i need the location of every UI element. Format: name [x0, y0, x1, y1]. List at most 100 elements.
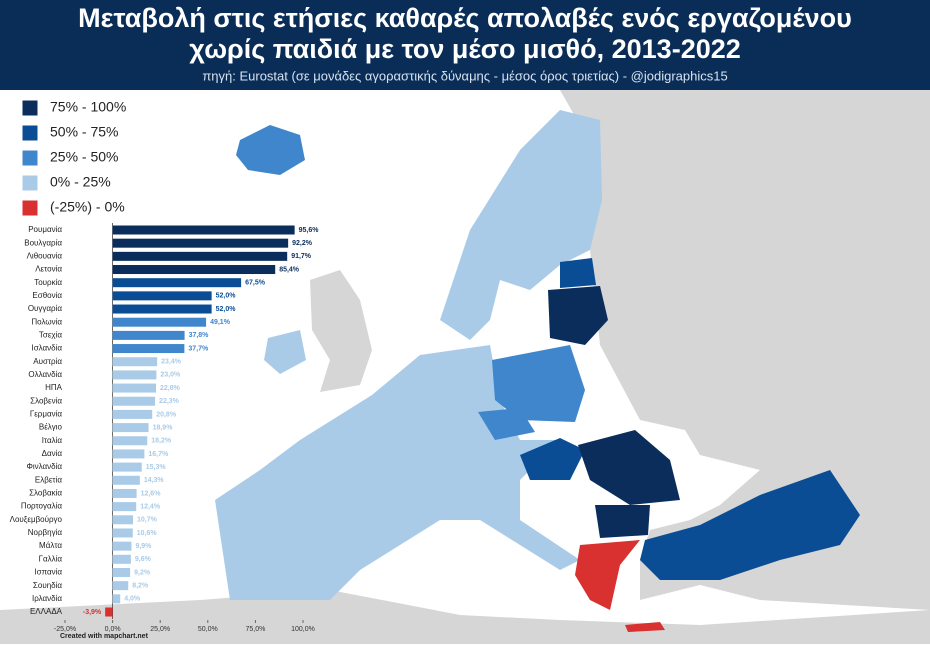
y-tick-label: Ισλανδία [31, 344, 62, 353]
y-tick-label: Πολωνία [31, 317, 62, 326]
title: Μεταβολή στις ετήσιες καθαρές απολαβές ε… [78, 3, 852, 33]
uk [310, 270, 372, 392]
map [0, 90, 930, 644]
hungary [520, 438, 585, 480]
value-label: 10,7% [137, 517, 158, 524]
value-label: 37,7% [188, 345, 209, 352]
y-tick-label: Τουρκία [34, 278, 62, 287]
value-label: 16,7% [148, 451, 169, 458]
y-tick-label: ΗΠΑ [45, 383, 63, 392]
bar [112, 567, 131, 577]
footer: Created with mapchart.net [60, 633, 149, 640]
value-label: 14,3% [144, 477, 165, 484]
bar [112, 370, 157, 380]
x-tick-label: -25,0% [54, 626, 76, 633]
value-label: 49,1% [210, 319, 231, 326]
x-tick-label: 75,0% [245, 626, 265, 633]
bar [112, 462, 142, 472]
y-tick-label: Σουηδία [33, 581, 62, 590]
value-label: 23,0% [160, 372, 181, 379]
bar [112, 304, 212, 314]
value-label: 20,8% [156, 411, 177, 418]
x-tick-label: 0,0% [105, 626, 121, 633]
value-label: 18,2% [151, 438, 172, 445]
bar [112, 225, 295, 235]
value-label: 9,2% [134, 569, 151, 576]
iceland [236, 125, 305, 175]
baltics [548, 286, 608, 345]
bar [112, 357, 158, 367]
legend-label: 50% - 75% [50, 124, 118, 140]
value-label: 67,5% [245, 280, 266, 287]
y-tick-label: Βουλγαρία [24, 238, 62, 247]
value-label: 8,2% [132, 582, 149, 589]
y-tick-label: Εσθονία [32, 291, 62, 300]
value-label: 9,6% [135, 556, 152, 563]
y-tick-label: Σλοβενία [30, 396, 62, 405]
y-tick-label: Τσεχία [39, 330, 62, 339]
y-tick-label: Λιθουανία [27, 251, 63, 260]
value-label: 4,0% [124, 596, 141, 603]
czechia [478, 408, 535, 440]
source: πηγή: Eurostat (σε μονάδες αγοραστικής δ… [202, 68, 727, 83]
bar [112, 423, 149, 433]
bar [112, 265, 276, 275]
bar [112, 344, 185, 354]
y-tick-label: Μάλτα [39, 541, 62, 550]
value-label: 9,9% [135, 543, 152, 550]
bar [112, 594, 121, 604]
bar [112, 475, 140, 485]
greece [575, 540, 640, 610]
value-label: 91,7% [291, 253, 312, 260]
x-tick-label: 25,0% [150, 626, 170, 633]
header [0, 0, 930, 90]
y-tick-label: Ιρλανδία [32, 594, 62, 603]
ireland [264, 330, 306, 374]
y-tick-label: Νορβηγία [28, 528, 63, 537]
bar [112, 436, 148, 446]
y-tick-label: Λετονία [35, 265, 62, 274]
turkey [640, 470, 860, 580]
bar [112, 554, 131, 564]
y-tick-label: Ελβετία [35, 475, 62, 484]
bar [105, 607, 113, 617]
romania [578, 430, 680, 505]
y-tick-label: Δανία [42, 449, 63, 458]
x-tick-label: 50,0% [198, 626, 218, 633]
western-europe [215, 345, 580, 600]
other-land [560, 90, 930, 610]
crete [625, 622, 665, 632]
bar [112, 383, 157, 393]
value-label: 85,4% [279, 266, 300, 273]
value-label: 52,0% [216, 293, 237, 300]
y-tick-label: Ιταλία [42, 436, 63, 445]
y-tick-label: Ολλανδία [28, 370, 62, 379]
bar [112, 541, 132, 551]
bar [112, 251, 288, 261]
legend-label: 25% - 50% [50, 149, 118, 165]
legend-swatch [21, 99, 39, 117]
legend-swatch [21, 149, 39, 167]
bar [112, 396, 156, 406]
y-tick-label: Ρουμανία [28, 225, 62, 234]
y-tick-label: Φινλανδία [26, 462, 62, 471]
y-tick-label: Πορτογαλία [21, 502, 63, 511]
y-tick-label: Γερμανία [30, 410, 63, 419]
value-label: 15,3% [146, 464, 167, 471]
bar [112, 488, 137, 498]
value-label: 23,4% [161, 359, 182, 366]
value-label: 95,6% [299, 227, 320, 234]
value-label: 12,6% [141, 490, 162, 497]
bar [112, 581, 129, 591]
y-tick-label: Ουγγαρία [28, 304, 63, 313]
y-tick-label: ΕΛΛΑΔΑ [30, 607, 63, 616]
bar [112, 528, 133, 538]
y-tick-label: Βέλγιο [39, 423, 63, 432]
y-tick-label: Ισπανία [34, 568, 62, 577]
legend-label: (-25%) - 0% [50, 199, 125, 215]
value-label: 12,4% [140, 503, 161, 510]
value-label: 22,8% [160, 385, 181, 392]
value-label: 52,0% [216, 306, 237, 313]
bulgaria [595, 505, 650, 538]
legend-swatch [21, 199, 39, 217]
